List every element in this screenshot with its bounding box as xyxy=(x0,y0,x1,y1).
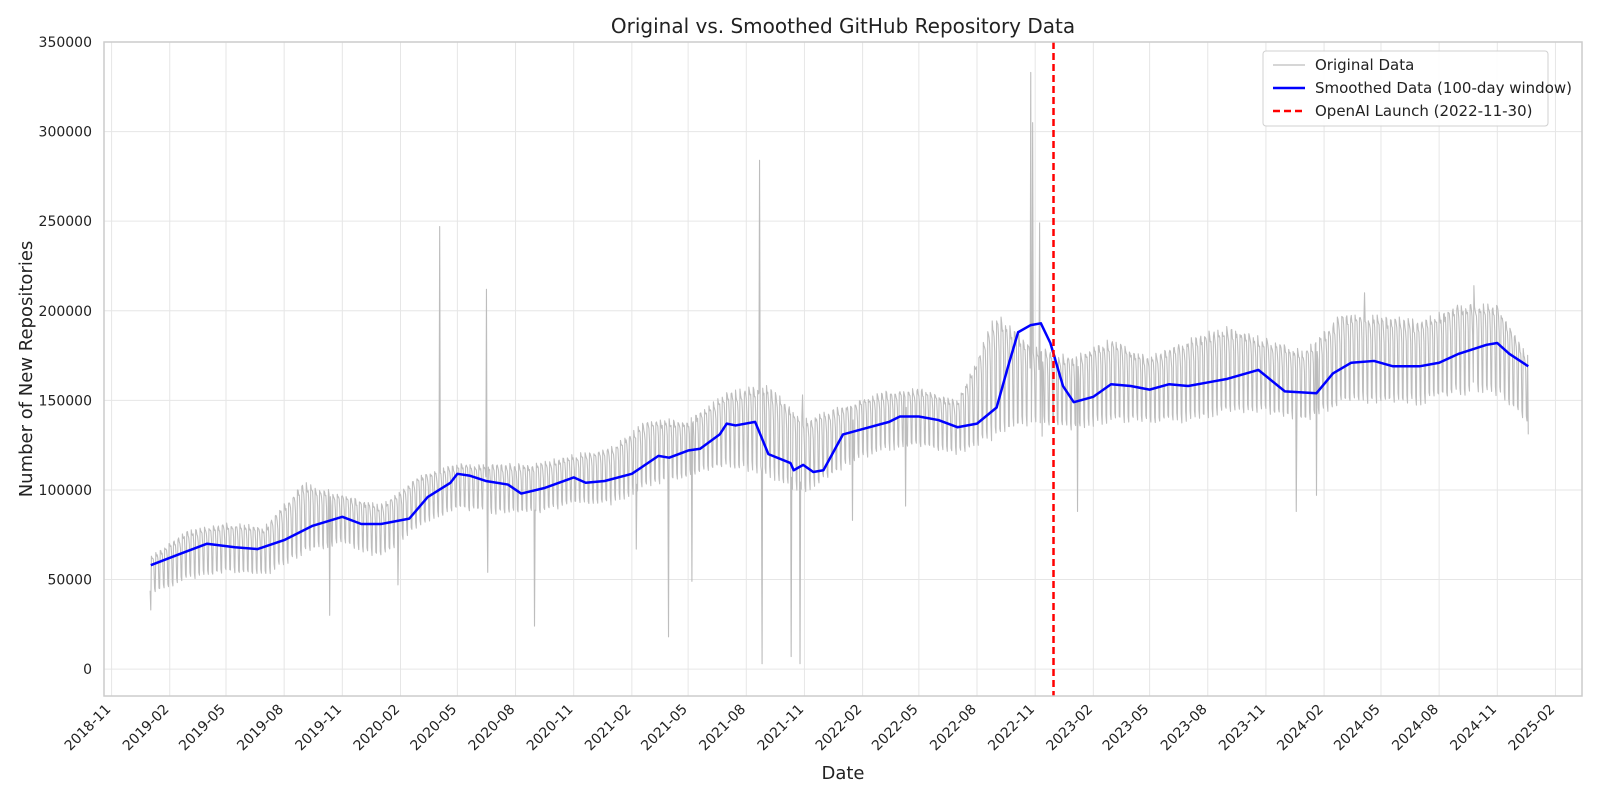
legend: Original Data Smoothed Data (100-day win… xyxy=(1262,50,1572,127)
series-original-data xyxy=(149,71,1529,665)
y-tick-label: 200000 xyxy=(39,304,92,320)
legend-label-original: Original Data xyxy=(1315,56,1414,74)
legend-label-smoothed: Smoothed Data (100-day window) xyxy=(1315,79,1572,97)
legend-label-openai-launch: OpenAI Launch (2022-11-30) xyxy=(1315,102,1532,120)
legend-box xyxy=(1262,50,1549,127)
plot-area xyxy=(149,42,1529,696)
series-smoothed-data xyxy=(150,322,1529,567)
y-tick-labels: 0 50000 100000 150000 200000 250000 300000 3500… xyxy=(39,35,92,678)
y-tick-label: 50000 xyxy=(47,573,92,589)
y-tick-label: 0 xyxy=(83,662,92,678)
y-axis-label: Number of New Repositories xyxy=(16,241,37,498)
y-tick-label: 250000 xyxy=(39,214,92,230)
x-axis-label: Date xyxy=(821,763,864,784)
chart-title: Original vs. Smoothed GitHub Repository … xyxy=(611,14,1075,38)
y-tick-label: 300000 xyxy=(39,125,92,141)
y-tick-label: 100000 xyxy=(39,483,92,499)
axes-frame xyxy=(103,41,1583,697)
y-tick-label: 350000 xyxy=(39,35,92,51)
y-tick-label: 150000 xyxy=(39,393,92,409)
